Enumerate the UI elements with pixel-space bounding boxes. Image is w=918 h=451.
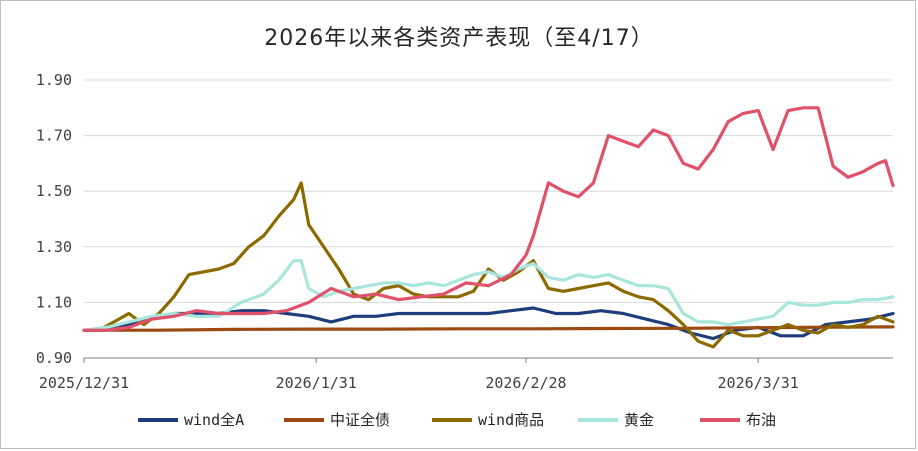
y-tick-label: 1.90 xyxy=(36,71,72,89)
y-tick-label: 1.10 xyxy=(36,293,72,311)
legend-label: 中证全债 xyxy=(330,411,390,429)
legend: wind全A 中证全债 wind商品 黄金 布油 xyxy=(138,411,776,429)
x-tick-label: 2026/3/31 xyxy=(718,374,799,392)
series-line-布油 xyxy=(82,106,895,332)
chart-title: 2026年以来各类资产表现（至4/17） xyxy=(264,26,654,51)
series-line-wind商品 xyxy=(82,181,895,349)
series-line-中证全债 xyxy=(82,325,895,332)
y-tick-label: 0.90 xyxy=(36,349,72,367)
legend-label: wind全A xyxy=(184,411,244,429)
y-axis-ticks: 0.90 1.10 1.30 1.50 1.70 1.90 xyxy=(36,71,72,367)
series-lines xyxy=(82,106,895,349)
y-tick-label: 1.50 xyxy=(36,182,72,200)
x-tick-label: 2025/12/31 xyxy=(39,374,129,392)
x-tick-label: 2026/2/28 xyxy=(485,374,566,392)
legend-label: 黄金 xyxy=(624,411,654,429)
x-axis: 2025/12/31 2026/1/31 2026/2/28 2026/3/31 xyxy=(39,357,893,392)
y-tick-label: 1.30 xyxy=(36,238,72,256)
grid-lines xyxy=(84,79,893,303)
legend-label: wind商品 xyxy=(478,411,544,429)
y-tick-label: 1.70 xyxy=(36,127,72,145)
legend-label: 布油 xyxy=(746,411,776,429)
x-tick-label: 2026/1/31 xyxy=(276,374,357,392)
